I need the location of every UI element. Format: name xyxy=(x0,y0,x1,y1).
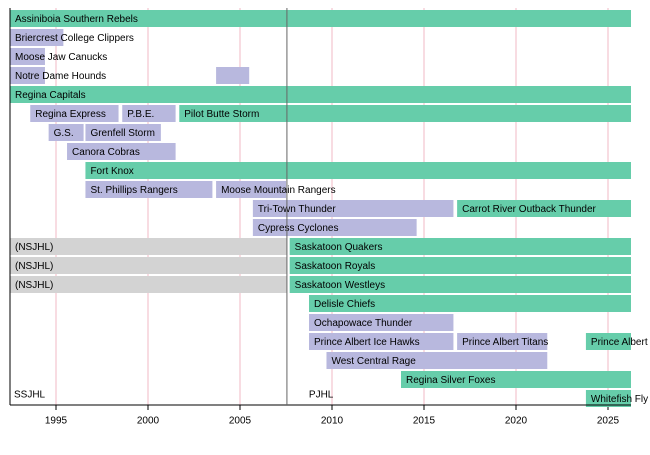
timeline-bar xyxy=(179,105,631,122)
timeline-bar xyxy=(216,181,286,198)
bar-label: Briercrest College Clippers xyxy=(15,33,134,44)
bar-label: Prince Albert xyxy=(591,337,648,348)
timeline-bar xyxy=(10,48,45,65)
bar-label: Assiniboia Southern Rebels xyxy=(15,14,138,25)
timeline-bar xyxy=(85,124,161,141)
timeline-bar xyxy=(252,219,417,236)
timeline-bar xyxy=(289,238,631,255)
x-tick-label: 2000 xyxy=(137,416,160,427)
bar-label: Moose Jaw Canucks xyxy=(15,52,107,63)
bar-label: Ochapowace Thunder xyxy=(314,318,413,329)
bar-label: Regina Silver Foxes xyxy=(406,375,495,386)
annotation: PJHL xyxy=(309,390,334,401)
bar-label: Regina Express xyxy=(35,109,106,120)
bar-label: G.S. xyxy=(54,128,74,139)
bar-label: (NSJHL) xyxy=(15,280,53,291)
bar-label: Prince Albert Titans xyxy=(462,337,548,348)
timeline-bar xyxy=(585,333,631,350)
timeline-bar xyxy=(10,86,631,103)
timeline-bar xyxy=(85,162,631,179)
timeline-bar xyxy=(252,200,454,217)
bar-label: Delisle Chiefs xyxy=(314,299,375,310)
bar-label: Canora Cobras xyxy=(72,147,140,158)
x-tick-label: 2015 xyxy=(413,416,436,427)
timeline-bar xyxy=(67,143,176,160)
bar-label: Regina Capitals xyxy=(15,90,86,101)
timeline-bar xyxy=(309,295,631,312)
x-tick-label: 2010 xyxy=(321,416,344,427)
timeline-bar xyxy=(401,371,631,388)
bar-label: Whitefish Fly xyxy=(591,394,648,405)
bar-label: Saskatoon Quakers xyxy=(295,242,383,253)
timeline-bar xyxy=(10,257,287,274)
bar-label: St. Phillips Rangers xyxy=(90,185,177,196)
bar-label: P.B.E. xyxy=(127,109,154,120)
bar-label: Grenfell Storm xyxy=(90,128,154,139)
bar-label: West Central Rage xyxy=(331,356,416,367)
timeline-bar xyxy=(309,333,454,350)
x-tick-label: 1995 xyxy=(45,416,68,427)
timeline-bar xyxy=(326,352,548,369)
bar-label: Saskatoon Westleys xyxy=(295,280,385,291)
bar-label: Cypress Cyclones xyxy=(258,223,339,234)
bar-label: Fort Knox xyxy=(90,166,133,177)
timeline-bar xyxy=(85,181,213,198)
bar-label: Tri-Town Thunder xyxy=(258,204,336,215)
bar-label: (NSJHL) xyxy=(15,242,53,253)
annotation: SSJHL xyxy=(14,390,46,401)
bar-label: Moose Mountain Rangers xyxy=(221,185,336,196)
bar-label: Pilot Butte Storm xyxy=(184,109,259,120)
timeline-bar xyxy=(309,314,454,331)
bar-label: (NSJHL) xyxy=(15,261,53,272)
timeline-bar xyxy=(457,200,631,217)
timeline-bar xyxy=(10,238,287,255)
timeline-bar xyxy=(10,276,287,293)
timeline-bar xyxy=(10,67,45,84)
timeline-bar xyxy=(216,67,250,84)
bar-label: Notre Dame Hounds xyxy=(15,71,106,82)
timeline-bar xyxy=(457,333,548,350)
x-tick-label: 2025 xyxy=(597,416,620,427)
timeline-bar xyxy=(122,105,176,122)
bar-label: Saskatoon Royals xyxy=(295,261,376,272)
timeline-bar xyxy=(289,276,631,293)
timeline-bar xyxy=(48,124,84,141)
timeline-bar xyxy=(10,29,64,46)
timeline-bar xyxy=(585,390,631,407)
timeline-bar xyxy=(289,257,631,274)
bar-label: Prince Albert Ice Hawks xyxy=(314,337,420,348)
timeline-bar xyxy=(30,105,119,122)
timeline-bar xyxy=(10,10,631,27)
bar-label: Carrot River Outback Thunder xyxy=(462,204,596,215)
x-tick-label: 2005 xyxy=(229,416,252,427)
x-tick-label: 2020 xyxy=(505,416,528,427)
